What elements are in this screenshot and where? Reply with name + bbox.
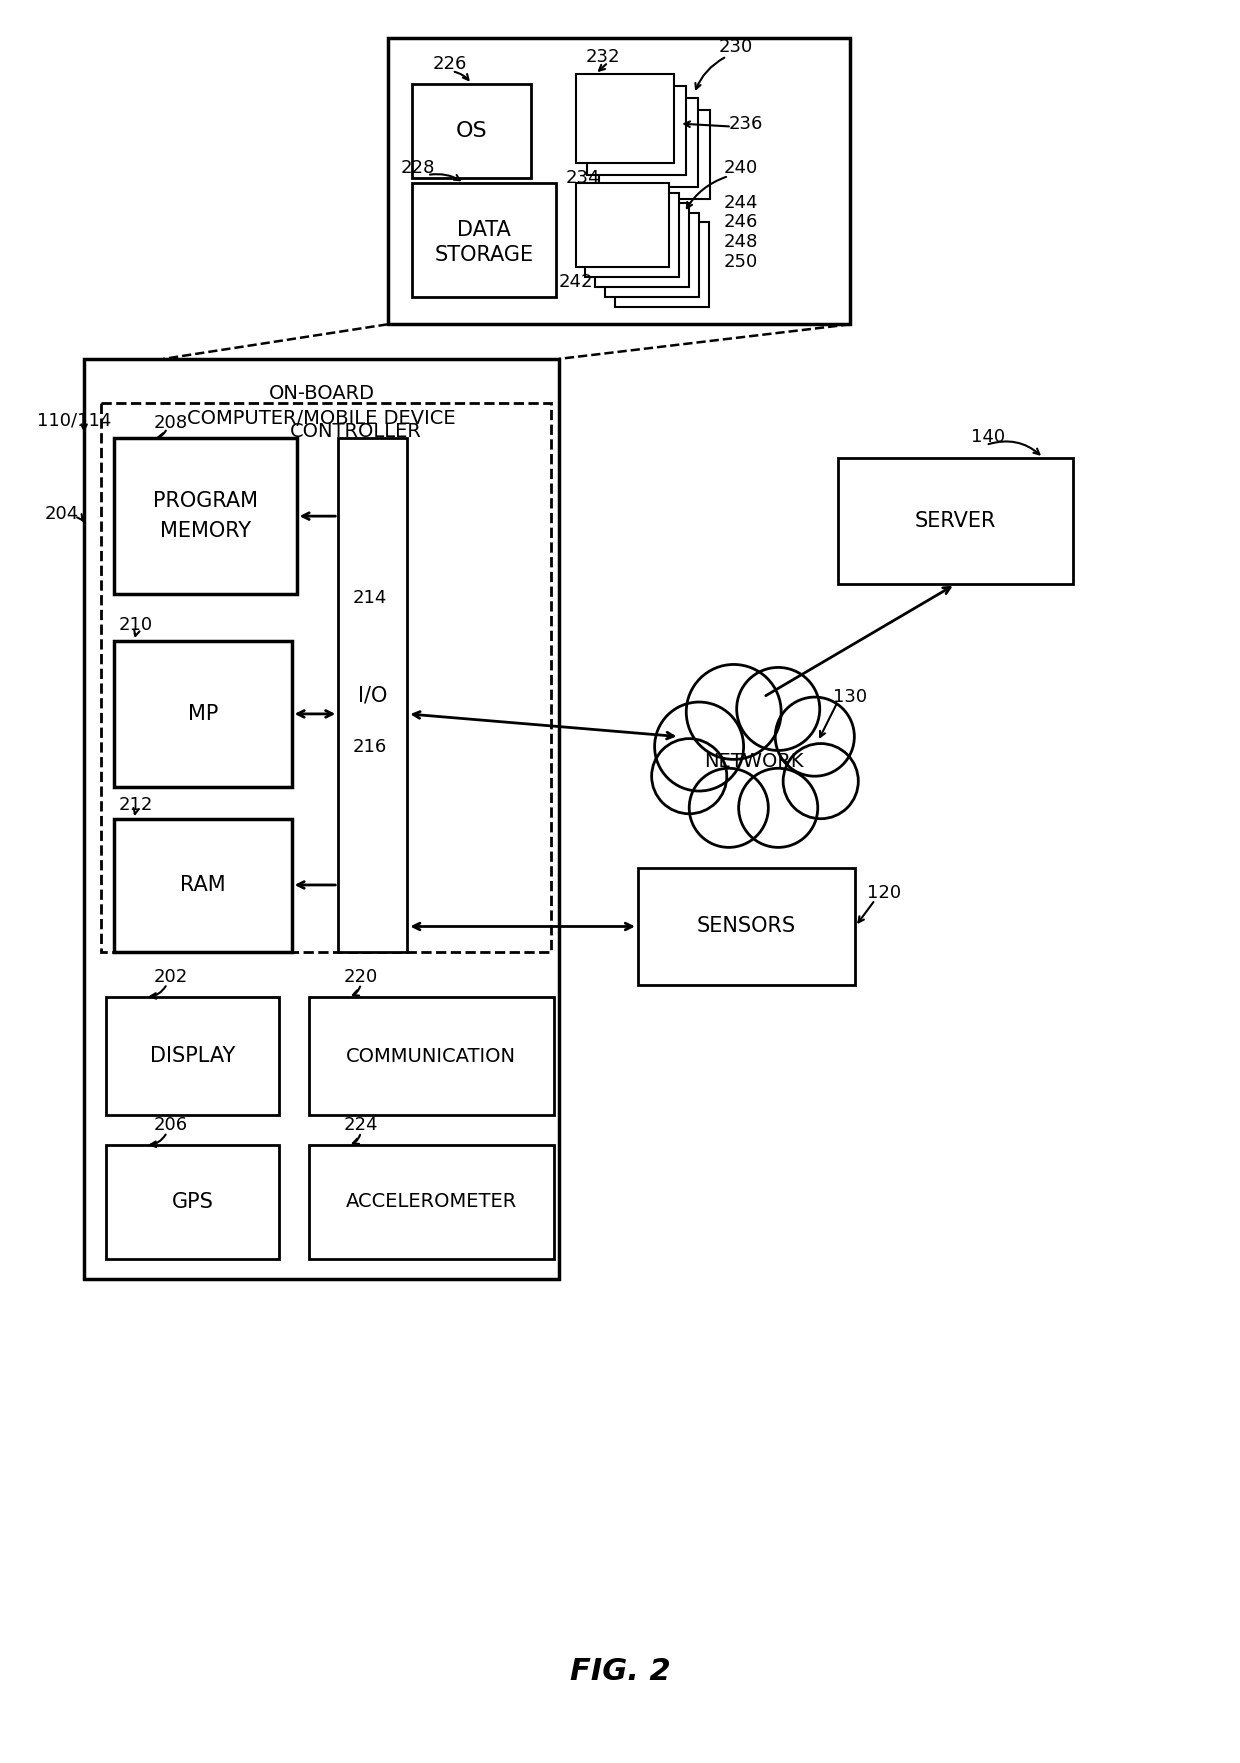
Bar — [100, 404, 551, 952]
Bar — [388, 37, 851, 324]
Text: 220: 220 — [343, 968, 377, 986]
Text: STORAGE: STORAGE — [434, 245, 533, 264]
Bar — [309, 996, 554, 1116]
Bar — [413, 85, 531, 178]
Text: SENSORS: SENSORS — [697, 917, 796, 936]
Text: I/O: I/O — [358, 686, 387, 705]
Bar — [588, 86, 686, 175]
Text: 224: 224 — [343, 1116, 378, 1134]
Bar — [105, 996, 279, 1116]
Text: 226: 226 — [432, 55, 466, 74]
Circle shape — [739, 769, 817, 848]
Bar — [84, 360, 559, 1278]
Bar — [339, 437, 408, 952]
Text: OS: OS — [456, 122, 487, 141]
Text: MP: MP — [187, 703, 218, 725]
Text: 120: 120 — [867, 883, 901, 903]
Text: 216: 216 — [353, 737, 387, 756]
Text: SERVER: SERVER — [915, 511, 996, 531]
Text: 212: 212 — [119, 795, 153, 815]
Text: PROGRAM: PROGRAM — [153, 492, 258, 511]
Bar — [595, 203, 689, 287]
Text: 140: 140 — [971, 428, 1006, 446]
Text: 244: 244 — [724, 194, 759, 212]
Text: DISPLAY: DISPLAY — [150, 1045, 236, 1067]
Text: 232: 232 — [585, 48, 620, 67]
Bar — [599, 99, 698, 187]
Text: 204: 204 — [45, 506, 79, 524]
Text: RAM: RAM — [180, 876, 226, 896]
Text: ON-BOARD: ON-BOARD — [268, 384, 374, 404]
Text: 248: 248 — [724, 233, 758, 252]
Text: 230: 230 — [719, 39, 753, 56]
Text: GPS: GPS — [171, 1192, 213, 1211]
Bar — [637, 867, 856, 986]
Bar — [114, 640, 291, 786]
Text: COMPUTER/MOBILE DEVICE: COMPUTER/MOBILE DEVICE — [187, 409, 455, 428]
Bar — [575, 183, 670, 266]
Bar — [611, 109, 711, 199]
Circle shape — [686, 665, 781, 760]
Circle shape — [784, 744, 858, 818]
Bar — [605, 213, 699, 296]
Text: 236: 236 — [729, 115, 763, 132]
Text: FIG. 2: FIG. 2 — [569, 1657, 671, 1685]
Text: 240: 240 — [724, 159, 758, 176]
Bar — [309, 1144, 554, 1259]
Bar — [105, 1144, 279, 1259]
Bar — [114, 437, 296, 594]
Bar — [575, 74, 675, 164]
Text: MEMORY: MEMORY — [160, 522, 250, 541]
Text: 210: 210 — [119, 615, 153, 635]
Text: 246: 246 — [724, 213, 758, 231]
Text: CONTROLLER: CONTROLLER — [290, 421, 422, 441]
Text: ACCELEROMETER: ACCELEROMETER — [346, 1192, 517, 1211]
Bar — [837, 458, 1073, 584]
Text: 206: 206 — [154, 1116, 187, 1134]
Text: 110/114: 110/114 — [37, 411, 112, 428]
Text: 202: 202 — [154, 968, 187, 986]
Text: NETWORK: NETWORK — [704, 751, 804, 770]
Bar — [413, 183, 556, 296]
Bar — [585, 192, 680, 277]
Text: COMMUNICATION: COMMUNICATION — [346, 1047, 516, 1065]
Circle shape — [775, 696, 854, 776]
Text: 208: 208 — [154, 414, 187, 432]
Text: 242: 242 — [559, 273, 593, 291]
Text: DATA: DATA — [458, 220, 511, 240]
Circle shape — [652, 739, 727, 815]
Circle shape — [689, 769, 769, 848]
Bar — [615, 222, 709, 307]
Text: 130: 130 — [832, 688, 867, 707]
Bar — [114, 818, 291, 952]
Text: 214: 214 — [353, 589, 387, 606]
Text: 234: 234 — [565, 169, 600, 187]
Text: 228: 228 — [401, 159, 435, 176]
Circle shape — [737, 668, 820, 751]
Circle shape — [655, 702, 744, 792]
Text: 250: 250 — [724, 254, 758, 272]
